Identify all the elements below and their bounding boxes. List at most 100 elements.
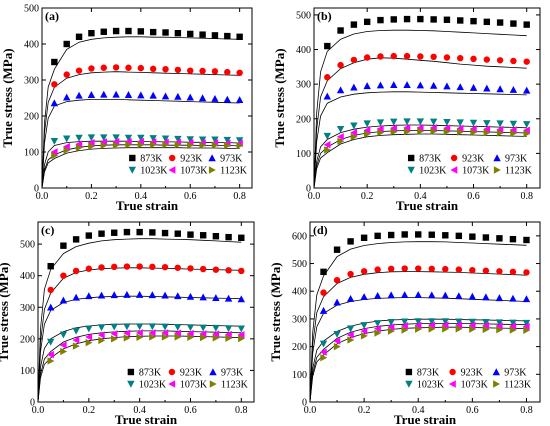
panel-label: (a) (45, 9, 59, 23)
data-point-873K (415, 231, 422, 238)
data-point-923K (469, 266, 476, 274)
data-point-923K (482, 267, 490, 274)
data-point-1023K (401, 318, 409, 326)
data-point-1123K (470, 128, 478, 136)
legend-label-923K: 923K (462, 154, 485, 165)
data-point-1123K (199, 333, 207, 342)
data-point-923K (136, 263, 143, 270)
y-tick-label: 100 (296, 149, 311, 160)
y-tick-label: 400 (24, 40, 39, 51)
data-point-873K (72, 236, 80, 243)
data-point-1023K (429, 118, 438, 126)
x-axis-label: True strain (115, 412, 178, 426)
data-point-923K (350, 56, 358, 64)
data-point-1123K (510, 129, 518, 138)
data-point-1073K (482, 321, 490, 330)
data-point-1023K (509, 120, 518, 128)
data-point-1073K (75, 140, 83, 148)
data-point-1023K (319, 340, 328, 348)
model-curve-1123K (309, 326, 527, 403)
data-point-1123K (174, 141, 182, 149)
data-point-873K (320, 268, 327, 276)
legend-marker-873K (129, 154, 136, 162)
data-point-1023K (346, 325, 355, 333)
data-point-873K (112, 27, 120, 35)
data-point-1123K (443, 127, 451, 136)
legend-marker-1123K (208, 166, 216, 174)
data-point-1073K (112, 137, 120, 146)
model-curve-873K (309, 241, 527, 403)
data-point-1073K (522, 322, 530, 331)
data-point-1023K (110, 323, 118, 331)
y-tick-label: 0 (34, 184, 39, 195)
data-point-1073K (124, 137, 132, 146)
data-point-973K (85, 292, 93, 300)
data-point-873K (387, 231, 395, 239)
data-point-1023K (198, 136, 207, 144)
plot-frame (313, 7, 541, 189)
data-point-1023K (376, 119, 385, 127)
data-point-1123K (112, 141, 120, 149)
data-point-873K (238, 234, 245, 241)
data-point-873K (377, 16, 384, 24)
legend-marker-1073K (168, 166, 176, 174)
data-point-1073K (135, 329, 143, 337)
data-point-1023K (123, 323, 131, 331)
data-point-973K (387, 291, 395, 299)
data-point-873K (363, 18, 371, 26)
data-point-1023K (112, 134, 120, 142)
x-tick-label: 0.8 (520, 405, 533, 416)
y-tick-label: 500 (24, 4, 39, 15)
data-point-1073K (363, 126, 371, 134)
legend-marker-1073K (168, 380, 176, 388)
data-point-1073K (509, 322, 517, 330)
data-point-973K (124, 91, 133, 98)
data-point-973K (47, 303, 55, 311)
data-point-1123K (401, 326, 409, 334)
data-point-1073K (336, 133, 344, 141)
data-point-1073K (110, 330, 118, 338)
data-point-923K (496, 57, 504, 64)
data-point-1073K (199, 330, 207, 338)
y-tick-label: 100 (20, 366, 35, 377)
panel-1: 0.0 0.2 0.4 0.6 0.8 0 100 200 300 400 500 True stra… (272, 7, 541, 213)
data-point-973K (59, 296, 68, 304)
data-point-873K (174, 30, 182, 37)
data-point-973K (428, 291, 436, 299)
y-tick-label: 300 (20, 303, 35, 314)
data-point-1123K (496, 326, 504, 334)
data-point-1123K (483, 128, 491, 137)
data-point-873K (509, 235, 517, 243)
data-point-1123K (125, 141, 133, 149)
data-point-923K (225, 267, 232, 274)
data-point-923K (85, 265, 93, 272)
data-point-1073K (495, 322, 503, 330)
data-point-873K (374, 232, 381, 240)
data-point-873K (457, 17, 464, 24)
legend-marker-873K (407, 154, 415, 162)
data-point-873K (443, 16, 451, 23)
data-point-1123K (523, 129, 531, 138)
x-tick-label: 0.4 (133, 405, 146, 416)
data-point-873K (85, 232, 93, 239)
model-curve-973K (313, 91, 527, 189)
data-point-1023K (522, 319, 531, 327)
data-point-1123K (75, 143, 83, 152)
data-point-923K (211, 68, 219, 75)
data-point-973K (403, 81, 411, 89)
data-point-1123K (509, 326, 517, 334)
data-point-1123K (430, 127, 438, 135)
data-point-1023K (124, 134, 133, 142)
legend-label-973K: 973K (220, 154, 243, 165)
legend-marker-923K (169, 154, 176, 162)
data-point-873K (149, 229, 156, 236)
data-point-1123K (161, 333, 169, 341)
legend-marker-1123K (493, 380, 500, 388)
data-point-1023K (336, 125, 345, 133)
data-point-923K (75, 67, 83, 74)
data-point-1023K (212, 324, 220, 332)
data-point-973K (224, 294, 233, 302)
x-tick-label: 0.4 (414, 191, 427, 202)
data-point-1023K (237, 325, 245, 333)
data-point-873K (347, 238, 354, 245)
